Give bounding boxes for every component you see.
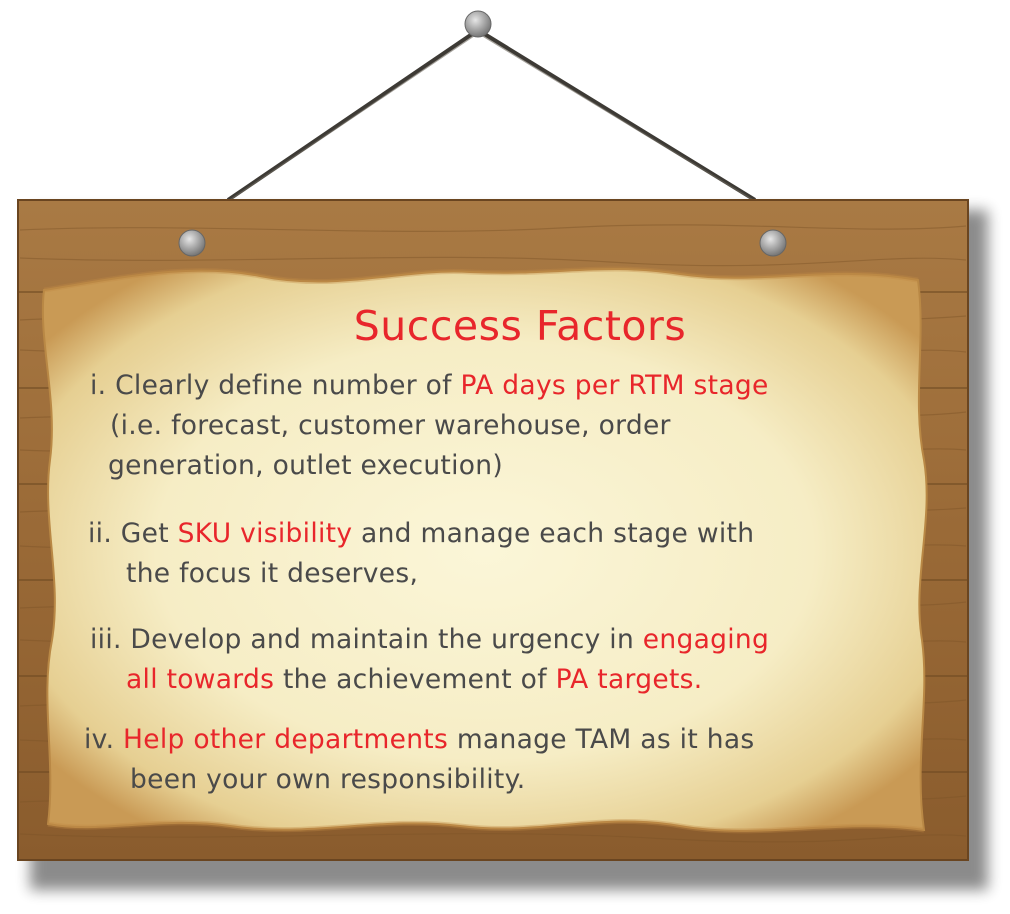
text-segment: ii. Get [88,518,178,549]
factor-line: iv. Help other departments manage TAM as… [84,720,755,760]
text-segment: and manage each stage with [352,518,755,549]
text-segment: the achievement of [274,664,556,695]
factor-line: (i.e. forecast, customer warehouse, orde… [90,406,769,446]
factor-item-1: i. Clearly define number of PA days per … [90,366,769,486]
factor-line: ii. Get SKU visibility and manage each s… [88,514,754,554]
nail-icon [178,229,206,257]
sign-title: Success Factors [353,302,687,350]
text-segment: manage TAM as it has [448,724,755,755]
highlight-segment: SKU visibility [177,518,353,549]
factor-line: been your own responsibility. [84,760,755,800]
text-segment: i. Clearly define number of [90,370,461,401]
text-segment: generation, outlet execution) [108,450,504,481]
factor-item-2: ii. Get SKU visibility and manage each s… [88,514,754,594]
factor-line: generation, outlet execution) [90,446,769,486]
highlight-segment: all towards [126,664,275,695]
text-segment: the focus it deserves, [126,558,419,589]
text-segment: iii. Develop and maintain the urgency in [90,624,643,655]
factor-item-3: iii. Develop and maintain the urgency in… [90,620,769,700]
parchment-paper [41,266,928,834]
text-segment: been your own responsibility. [130,764,526,795]
text-segment: iv. [84,724,124,755]
highlight-segment: engaging [642,624,770,655]
nail-icon [759,229,787,257]
highlight-segment: PA targets. [555,664,703,695]
highlight-segment: Help other departments [123,724,449,755]
factor-line: the focus it deserves, [88,554,754,594]
factor-line: iii. Develop and maintain the urgency in… [90,620,769,660]
text-segment: (i.e. forecast, customer warehouse, orde… [110,410,671,441]
nail-icon [464,10,492,38]
factor-line: all towards the achievement of PA target… [90,660,769,700]
factor-line: i. Clearly define number of PA days per … [90,366,769,406]
highlight-segment: PA days per RTM stage [460,370,769,401]
factor-item-4: iv. Help other departments manage TAM as… [84,720,755,800]
